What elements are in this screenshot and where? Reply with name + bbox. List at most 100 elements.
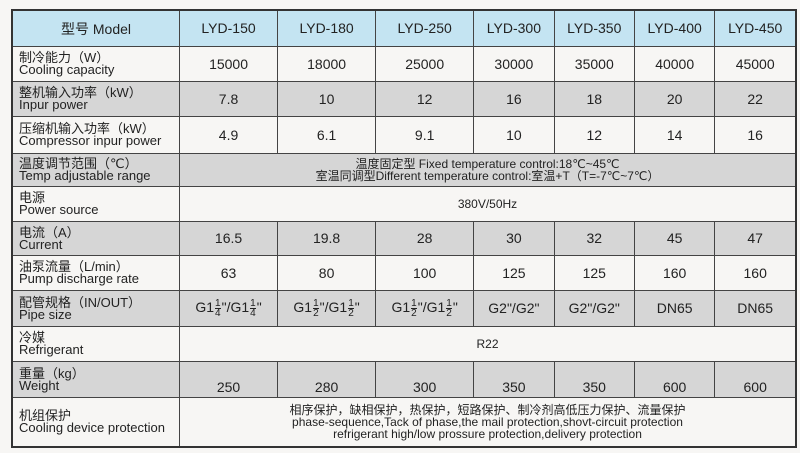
label-cn: 压缩机输入功率（kW） — [19, 121, 155, 136]
spec-row: 油泵流量（L/min） Pump discharge rate 63 80 100 125… — [11, 255, 797, 291]
value-cell: 14 — [633, 116, 716, 154]
value-cell: 20 — [633, 81, 716, 117]
value-cell: 28 — [375, 221, 475, 256]
merged-value: R22 — [179, 326, 797, 362]
pipe-size-value: G1 1 2 "/G1 1 2 " — [375, 290, 475, 327]
value-cell: 16.5 — [178, 221, 279, 256]
model-name: LYD-250 — [375, 9, 475, 47]
row-label: 电流（A） Current — [11, 221, 180, 256]
value-cell: 9.1 — [375, 116, 475, 154]
value-cell: 45 — [633, 221, 716, 256]
model-name: LYD-400 — [633, 9, 716, 47]
model-name: LYD-150 — [178, 9, 279, 47]
row-label: 电源 Power source — [11, 186, 180, 222]
value-cell: 125 — [473, 255, 555, 291]
value-cell: 12 — [375, 81, 475, 117]
value-cell: 4.9 — [178, 116, 279, 154]
label-cn: 电流（A） — [19, 224, 80, 240]
row-label: 制冷能力（W） Cooling capacity — [11, 46, 180, 82]
row-label: 配管规格（IN/OUT） Pipe size — [11, 290, 180, 327]
value-cell: 22 — [714, 81, 797, 117]
spec-table: 型号 Model LYD-150 LYD-180 LYD-250 LYD-300 LYD-… — [11, 9, 797, 448]
value-cell: 32 — [553, 221, 635, 256]
value-cell: 125 — [553, 255, 635, 291]
label-cn: 制冷能力（W） — [19, 50, 110, 65]
label-en: Cooling device protection — [19, 419, 165, 435]
value-cell: 600 — [714, 361, 797, 398]
value-cell: 350 — [553, 361, 635, 398]
value-line: phase-sequence,Tack of phase,the mail pr… — [292, 414, 683, 429]
model-header: 型号 Model — [11, 9, 180, 47]
pipe-size-value: G1 1 2 "/G1 1 2 " — [277, 290, 377, 327]
value-cell: 47 — [714, 221, 797, 256]
value-cell: 45000 — [714, 46, 797, 82]
value-line: 温度固定型 Fixed temperature control:18℃~45℃ — [355, 157, 620, 171]
label-en: Pump discharge rate — [19, 271, 139, 286]
label-cn: 油泵流量（L/min） — [19, 259, 129, 274]
label-en: Power source — [19, 202, 99, 217]
label-cn: 重量（kg） — [19, 365, 85, 381]
label-cn: 机组保护 — [19, 407, 72, 423]
model-name: LYD-180 — [277, 9, 377, 47]
merged-value: 温度固定型 Fixed temperature control:18℃~45℃ 室… — [179, 153, 797, 187]
model-name: LYD-300 — [473, 9, 555, 47]
row-label: 压缩机输入功率（kW） Compressor inpur power — [11, 116, 180, 154]
label-en: Weight — [19, 377, 60, 393]
value-cell: 80 — [277, 255, 377, 291]
value-cell: 300 — [375, 361, 475, 398]
value-cell: 18 — [553, 81, 635, 117]
value-cell: 12 — [553, 116, 635, 154]
label-en: Temp adjustable range — [19, 168, 151, 183]
row-label: 油泵流量（L/min） Pump discharge rate — [11, 255, 180, 291]
value-cell: 600 — [633, 361, 716, 398]
merged-value: 380V/50Hz — [179, 186, 797, 222]
label-en: Inpur power — [19, 97, 88, 112]
value-line: 室温同调型Different temperature control:室温+T（… — [315, 169, 660, 183]
value-cell: 15000 — [178, 46, 279, 82]
value-cell: 350 — [473, 361, 555, 398]
value-cell: 16 — [473, 81, 555, 117]
value-cell: 280 — [277, 361, 377, 398]
spec-row: 重量（kg） Weight 250 280 300 350 350 600 600 — [11, 361, 797, 398]
label-cn: 电源 — [19, 190, 46, 205]
label-cn: 冷媒 — [19, 330, 46, 345]
value-cell: DN65 — [633, 290, 716, 327]
value-cell: 250 — [178, 361, 279, 398]
value-cell: 18000 — [277, 46, 377, 82]
value-line: 380V/50Hz — [457, 197, 518, 211]
value-cell: 7.8 — [178, 81, 279, 117]
label-en: Compressor inpur power — [19, 133, 162, 148]
row-label: 冷媒 Refrigerant — [11, 326, 180, 362]
model-name: LYD-450 — [714, 9, 797, 47]
spec-row: 整机输入功率（kW） Inpur power 7.8 10 12 16 18 20 22 — [11, 81, 797, 117]
value-cell: G2"/G2" — [553, 290, 635, 327]
value-cell: 30000 — [473, 46, 555, 82]
value-cell: 30 — [473, 221, 555, 256]
value-cell: 35000 — [553, 46, 635, 82]
value-cell: 40000 — [633, 46, 716, 82]
spec-row: 压缩机输入功率（kW） Compressor inpur power 4.9 6.1 9… — [11, 116, 797, 154]
spec-row: 制冷能力（W） Cooling capacity 15000 18000 25000 30… — [11, 46, 797, 82]
value-cell: 160 — [633, 255, 716, 291]
spec-row: 冷媒 Refrigerant R22 — [11, 326, 797, 362]
value-cell: G2"/G2" — [473, 290, 555, 327]
value-cell: 100 — [375, 255, 475, 291]
label-cn: 配管规格（IN/OUT） — [19, 294, 142, 310]
label-en: Cooling capacity — [19, 62, 115, 77]
pipe-size-value: G1 1 4 "/G1 1 4 " — [178, 290, 279, 327]
spec-row: 电流（A） Current 16.5 19.8 28 30 32 45 47 — [11, 221, 797, 256]
header-row: 型号 Model LYD-150 LYD-180 LYD-250 LYD-300 LYD-… — [11, 9, 797, 47]
value-cell: 19.8 — [277, 221, 377, 256]
row-label: 重量（kg） Weight — [11, 361, 180, 398]
label-en: Refrigerant — [19, 342, 84, 357]
value-cell: 16 — [714, 116, 797, 154]
label-en: Current — [19, 236, 63, 252]
value-cell: 6.1 — [277, 116, 377, 154]
merged-value: 相序保护，缺相保护，热保护，短路保护、制冷剂高低压力保护、流量保护 phase-s… — [179, 397, 797, 447]
label-cn: 整机输入功率（kW） — [19, 85, 142, 100]
label-cn: 温度调节范围（℃） — [19, 156, 138, 171]
value-line: R22 — [476, 337, 499, 351]
row-label: 机组保护 Cooling device protection — [11, 397, 180, 447]
value-cell: 10 — [473, 116, 555, 154]
value-cell: 160 — [714, 255, 797, 291]
